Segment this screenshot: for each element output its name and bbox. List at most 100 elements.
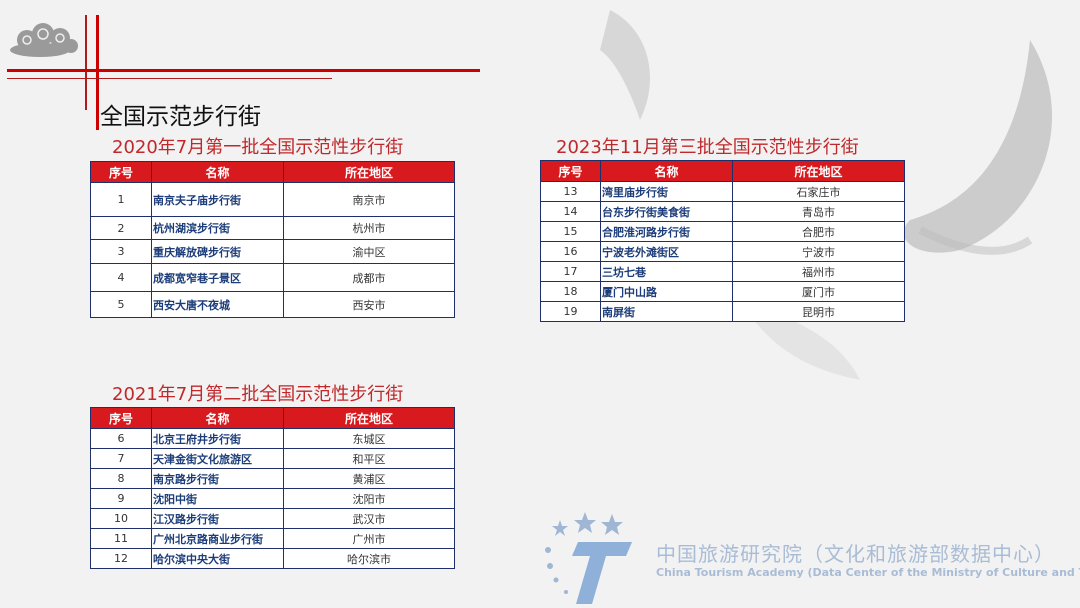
- street-name: 南京夫子庙步行街: [151, 182, 284, 217]
- header-no: 序号: [90, 161, 152, 183]
- table-row: 6 北京王府井步行街 东城区: [90, 428, 455, 449]
- header-no: 序号: [540, 160, 601, 182]
- table-row: 1 南京夫子庙步行街 南京市: [90, 182, 455, 217]
- street-name: 宁波老外滩街区: [600, 241, 733, 262]
- header-region: 所在地区: [732, 160, 905, 182]
- street-name: 哈尔滨中央大街: [151, 548, 284, 569]
- row-number: 11: [90, 528, 152, 549]
- row-number: 17: [540, 261, 601, 282]
- street-name: 西安大唐不夜城: [151, 291, 284, 318]
- batch-3-title: 2023年11月第三批全国示范性步行街: [556, 137, 859, 158]
- region: 南京市: [283, 182, 455, 217]
- region: 石家庄市: [732, 181, 905, 202]
- decor-line: [96, 15, 99, 130]
- region: 广州市: [283, 528, 455, 549]
- region: 合肥市: [732, 221, 905, 242]
- row-number: 9: [90, 488, 152, 509]
- table-row: 16 宁波老外滩街区 宁波市: [540, 241, 905, 262]
- table-row: 14 台东步行街美食街 青岛市: [540, 201, 905, 222]
- street-name: 厦门中山路: [600, 281, 733, 302]
- table-row: 18 厦门中山路 厦门市: [540, 281, 905, 302]
- table-row: 8 南京路步行街 黄浦区: [90, 468, 455, 489]
- street-name: 北京王府井步行街: [151, 428, 284, 449]
- row-number: 16: [540, 241, 601, 262]
- batch-3-table: 序号 名称 所在地区 13 湾里庙步行街 石家庄市 14 台东步行街美食街 青岛市 15 合肥…: [540, 160, 905, 322]
- decor-line: [85, 15, 87, 110]
- table-row: 2 杭州湖滨步行街 杭州市: [90, 216, 455, 240]
- table-row: 10 江汉路步行街 武汉市: [90, 508, 455, 529]
- table-row: 12 哈尔滨中央大街 哈尔滨市: [90, 548, 455, 569]
- header-name: 名称: [600, 160, 733, 182]
- region: 宁波市: [732, 241, 905, 262]
- region: 哈尔滨市: [283, 548, 455, 569]
- table-row: 5 西安大唐不夜城 西安市: [90, 291, 455, 318]
- table-row: 4 成都宽窄巷子景区 成都市: [90, 263, 455, 292]
- street-name: 沈阳中街: [151, 488, 284, 509]
- row-number: 12: [90, 548, 152, 569]
- row-number: 3: [90, 239, 152, 264]
- street-name: 合肥淮河路步行街: [600, 221, 733, 242]
- table-row: 17 三坊七巷 福州市: [540, 261, 905, 282]
- batch-1-table: 序号 名称 所在地区 1 南京夫子庙步行街 南京市 2 杭州湖滨步行街 杭州市 3 重庆解放碑…: [90, 161, 455, 318]
- decor-line: [7, 78, 332, 79]
- region: 成都市: [283, 263, 455, 292]
- street-name: 湾里庙步行街: [600, 181, 733, 202]
- street-name: 杭州湖滨步行街: [151, 216, 284, 240]
- table-row: 15 合肥淮河路步行街 合肥市: [540, 221, 905, 242]
- row-number: 19: [540, 301, 601, 322]
- row-number: 13: [540, 181, 601, 202]
- street-name: 江汉路步行街: [151, 508, 284, 529]
- header-region: 所在地区: [283, 161, 455, 183]
- row-number: 4: [90, 263, 152, 292]
- row-number: 10: [90, 508, 152, 529]
- row-number: 18: [540, 281, 601, 302]
- table-row: 7 天津金街文化旅游区 和平区: [90, 448, 455, 469]
- academy-name-cn: 中国旅游研究院（文化和旅游部数据中心）: [656, 542, 1055, 566]
- street-name: 成都宽窄巷子景区: [151, 263, 284, 292]
- region: 昆明市: [732, 301, 905, 322]
- region: 厦门市: [732, 281, 905, 302]
- header-no: 序号: [90, 407, 152, 429]
- header-name: 名称: [151, 407, 284, 429]
- street-name: 广州北京路商业步行街: [151, 528, 284, 549]
- region: 沈阳市: [283, 488, 455, 509]
- table-row: 13 湾里庙步行街 石家庄市: [540, 181, 905, 202]
- academy-logo-icon: [545, 512, 632, 604]
- region: 杭州市: [283, 216, 455, 240]
- row-number: 2: [90, 216, 152, 240]
- row-number: 15: [540, 221, 601, 242]
- street-name: 南京路步行街: [151, 468, 284, 489]
- region: 和平区: [283, 448, 455, 469]
- academy-name-en: China Tourism Academy (Data Center of th…: [656, 566, 1080, 579]
- street-name: 天津金街文化旅游区: [151, 448, 284, 469]
- decor-line: [7, 69, 480, 72]
- street-name: 三坊七巷: [600, 261, 733, 282]
- row-number: 14: [540, 201, 601, 222]
- region: 黄浦区: [283, 468, 455, 489]
- row-number: 5: [90, 291, 152, 318]
- batch-2-title: 2021年7月第二批全国示范性步行街: [112, 384, 404, 405]
- batch-1-title: 2020年7月第一批全国示范性步行街: [112, 137, 404, 158]
- cloud-ornament-icon: [10, 23, 78, 57]
- street-name: 重庆解放碑步行街: [151, 239, 284, 264]
- region: 福州市: [732, 261, 905, 282]
- street-name: 台东步行街美食街: [600, 201, 733, 222]
- table-row: 19 南屏街 昆明市: [540, 301, 905, 322]
- row-number: 7: [90, 448, 152, 469]
- table-row: 11 广州北京路商业步行街 广州市: [90, 528, 455, 549]
- header-name: 名称: [151, 161, 284, 183]
- region: 青岛市: [732, 201, 905, 222]
- region: 东城区: [283, 428, 455, 449]
- row-number: 8: [90, 468, 152, 489]
- region: 武汉市: [283, 508, 455, 529]
- slide-title: 全国示范步行街: [100, 104, 261, 130]
- table-row: 3 重庆解放碑步行街 渝中区: [90, 239, 455, 264]
- region: 渝中区: [283, 239, 455, 264]
- header-region: 所在地区: [283, 407, 455, 429]
- batch-2-table: 序号 名称 所在地区 6 北京王府井步行街 东城区 7 天津金街文化旅游区 和平区 8 南京路…: [90, 407, 455, 569]
- row-number: 1: [90, 182, 152, 217]
- street-name: 南屏街: [600, 301, 733, 322]
- region: 西安市: [283, 291, 455, 318]
- row-number: 6: [90, 428, 152, 449]
- table-row: 9 沈阳中街 沈阳市: [90, 488, 455, 509]
